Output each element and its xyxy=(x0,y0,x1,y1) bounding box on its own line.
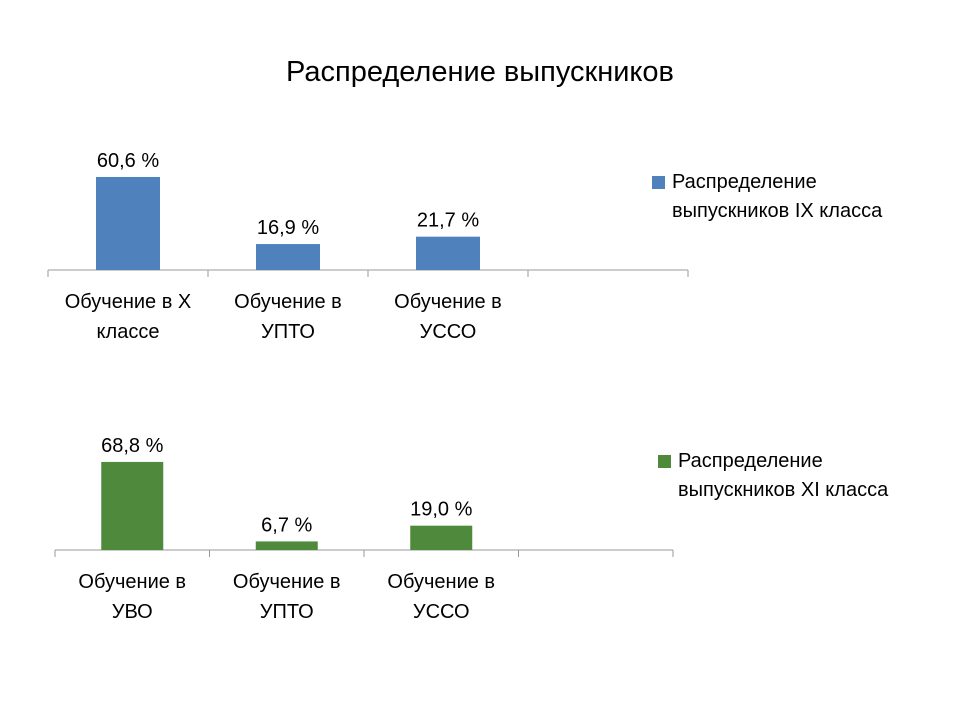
data-label: 16,9 % xyxy=(257,217,319,239)
legend-swatch xyxy=(652,176,665,189)
category-label: Обучение в xyxy=(387,571,495,593)
category-label: Обучение в xyxy=(233,571,341,593)
bar xyxy=(416,236,480,270)
legend-swatch xyxy=(658,455,671,468)
category-label: Обучение в xyxy=(234,291,342,313)
bar xyxy=(96,176,160,270)
chart-title: Распределение выпускников xyxy=(286,56,674,88)
category-label: классе xyxy=(97,321,160,343)
bar xyxy=(101,461,164,550)
legend-text-line-1: Распределение xyxy=(678,450,823,472)
data-label: 68,8 % xyxy=(101,435,163,457)
category-label: УССО xyxy=(413,601,470,623)
data-label: 60,6 % xyxy=(97,150,159,172)
bar xyxy=(255,541,318,550)
legend-text-line-1: Распределение xyxy=(672,171,817,193)
chart-xi-class: 68,8 % Обучение в УВО 6,7 % Обучение в УПТО 19… xyxy=(54,435,674,623)
data-label: 6,7 % xyxy=(261,514,312,536)
bar xyxy=(256,244,320,270)
legend-text-line-2: выпускников IX класса xyxy=(672,200,883,222)
chart-ix-class: 60,6 % Обучение в X классе 16,9 % Обучение в… xyxy=(47,150,689,343)
data-label: 21,7 % xyxy=(417,210,479,232)
category-label: Обучение в X xyxy=(65,291,192,313)
category-label: УССО xyxy=(420,321,477,343)
category-label: Обучение в xyxy=(78,571,186,593)
category-label: УПТО xyxy=(260,601,314,623)
category-label: Обучение в xyxy=(394,291,502,313)
category-label: УПТО xyxy=(261,321,315,343)
data-label: 19,0 % xyxy=(410,499,472,521)
category-label: УВО xyxy=(112,601,153,623)
bar xyxy=(410,525,473,550)
legend-text-line-2: выпускников XI класса xyxy=(678,479,889,501)
